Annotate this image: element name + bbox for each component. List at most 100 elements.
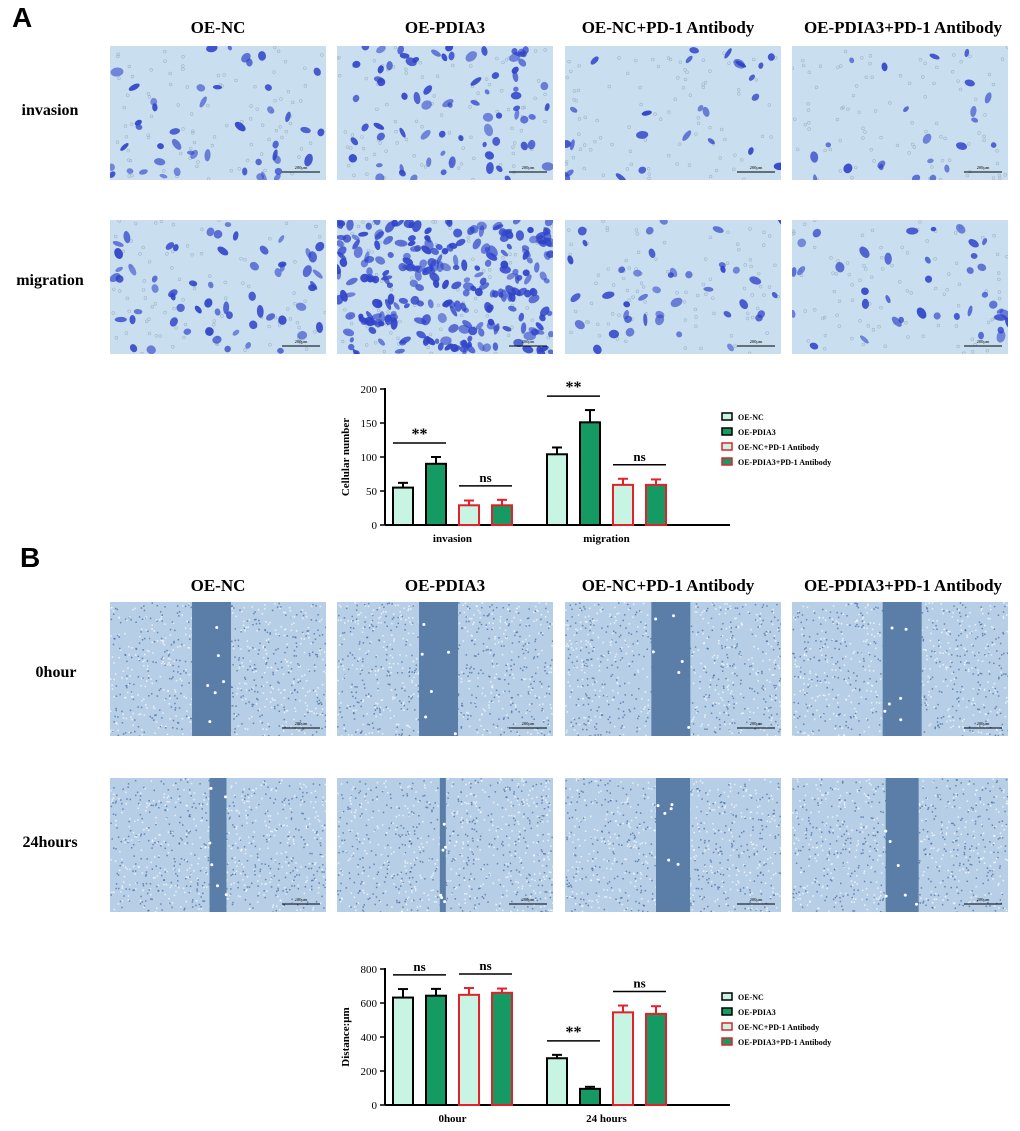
cell-speckle [520, 695, 522, 697]
cell-speckle [730, 630, 732, 633]
cell-speckle [953, 683, 956, 685]
pore [426, 345, 430, 350]
cell-speckle [285, 614, 287, 616]
stained-cell [524, 274, 532, 285]
cell-speckle [993, 643, 996, 645]
cell-speckle [318, 699, 321, 702]
cell-speckle [130, 716, 132, 719]
cell-speckle [481, 713, 483, 715]
stained-cell [636, 130, 649, 139]
stained-cell [297, 330, 308, 340]
cell-speckle [744, 663, 746, 665]
stained-cell [535, 322, 544, 331]
cell-speckle [813, 612, 816, 614]
cell-speckle [269, 701, 272, 703]
cell-speckle [403, 709, 405, 711]
cell-speckle [597, 657, 599, 660]
pore [512, 164, 516, 168]
cell-speckle [844, 641, 846, 643]
pore [212, 135, 217, 139]
cell-speckle [1001, 723, 1004, 726]
cell-speckle [161, 614, 163, 616]
cell-speckle [316, 693, 318, 696]
cell-speckle [377, 682, 379, 684]
pore [172, 306, 176, 311]
cell-speckle [313, 712, 315, 715]
cell-speckle [111, 656, 114, 658]
pore [983, 113, 987, 117]
cell-speckle [402, 637, 404, 640]
cell-speckle [956, 691, 958, 693]
stained-cell [440, 169, 447, 176]
cell-speckle [1004, 605, 1006, 608]
cell-speckle [949, 719, 952, 722]
cell-speckle [972, 730, 974, 732]
stained-cell [898, 316, 904, 324]
cell-speckle [459, 626, 462, 629]
cell-speckle [248, 717, 251, 720]
cell-speckle [265, 639, 268, 642]
cell-speckle [470, 618, 473, 620]
cell-speckle [715, 702, 717, 704]
cell-speckle [126, 660, 128, 663]
cell-speckle [301, 609, 304, 611]
pore [170, 266, 174, 270]
cell-speckle [940, 691, 943, 693]
cell-speckle [345, 607, 348, 610]
cell-speckle [968, 662, 970, 664]
cell-speckle [167, 657, 170, 660]
pore [625, 167, 630, 171]
cell-speckle [703, 642, 705, 645]
cell-speckle [525, 649, 527, 652]
stained-cell [337, 220, 346, 227]
stained-cell [955, 224, 966, 234]
floating-cell [208, 720, 212, 724]
cell-speckle [480, 669, 482, 671]
cell-speckle [262, 645, 265, 648]
stained-cell [638, 166, 647, 174]
pore [293, 260, 297, 264]
cell-speckle [294, 710, 297, 713]
cell-speckle [976, 693, 979, 695]
cell-speckle [692, 682, 695, 685]
cell-speckle [534, 648, 537, 651]
cell-speckle [270, 666, 273, 668]
cell-speckle [175, 659, 178, 661]
cell-speckle [262, 685, 265, 687]
cell-speckle [162, 661, 164, 663]
pore [910, 121, 914, 125]
stained-cell [484, 246, 490, 254]
cell-speckle [115, 709, 117, 712]
pore [879, 135, 883, 140]
stained-cell [916, 307, 927, 319]
stained-cell [264, 84, 272, 91]
cell-speckle [499, 627, 501, 629]
stained-cell [337, 234, 347, 241]
cell-speckle [873, 635, 876, 638]
cell-speckle [390, 629, 392, 632]
stained-cell [732, 266, 740, 274]
stained-cell [964, 79, 975, 87]
cell-speckle [153, 707, 156, 710]
cell-speckle [603, 655, 605, 657]
cell-speckle [132, 712, 134, 715]
cell-speckle [159, 675, 162, 678]
cell-speckle [697, 711, 699, 713]
panel-label-b: B [20, 542, 41, 573]
stained-cell [402, 263, 414, 271]
cell-speckle [765, 707, 768, 709]
cell-speckle [633, 707, 636, 710]
cell-speckle [705, 699, 708, 701]
cell-speckle [803, 653, 806, 655]
stained-cell [169, 128, 181, 135]
pore [212, 319, 216, 323]
pore [836, 259, 840, 263]
cell-speckle [307, 711, 309, 714]
cell-speckle [128, 731, 131, 734]
stained-cell [590, 56, 599, 65]
pore [742, 177, 746, 180]
cell-speckle [233, 731, 236, 733]
cell-speckle [980, 606, 982, 608]
stained-cell [520, 322, 527, 334]
pore [364, 76, 368, 81]
